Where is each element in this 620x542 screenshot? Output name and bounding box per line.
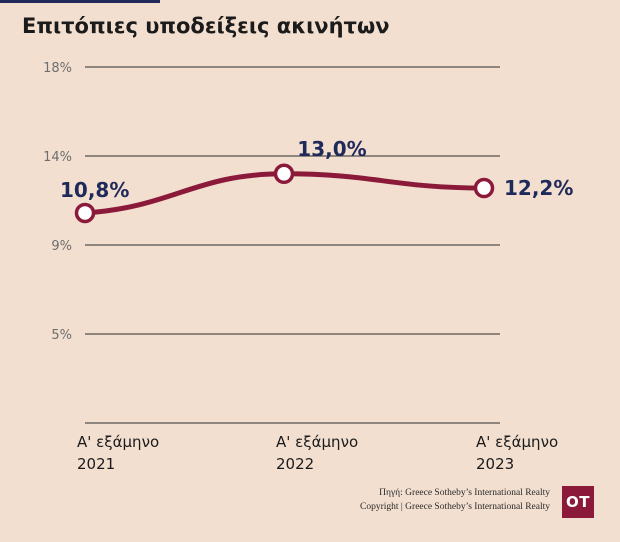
accent-bar <box>0 0 160 3</box>
chart-title: Επιτόπιες υποδείξεις ακινήτων <box>22 14 390 38</box>
x-tick-label: 2021 <box>77 455 115 473</box>
x-tick-label: Α' εξάμηνο <box>77 433 159 451</box>
copyright-text: Copyright | Greece Sotheby’s Internation… <box>359 502 550 512</box>
data-point <box>473 177 495 199</box>
y-tick-label: 14% <box>43 150 72 165</box>
ot-logo: OT <box>562 486 594 518</box>
source-text: Πηγή: Greece Sotheby’s International Rea… <box>379 488 550 498</box>
data-label: 12,2% <box>504 176 573 200</box>
data-label: 10,8% <box>60 178 129 202</box>
data-point <box>74 202 96 224</box>
x-tick-label: Α' εξάμηνο <box>276 433 358 451</box>
x-tick-label: 2022 <box>276 455 314 473</box>
footer: Πηγή: Greece Sotheby’s International Rea… <box>360 486 550 514</box>
data-label: 13,0% <box>297 137 366 161</box>
y-tick-label: 9% <box>51 239 72 254</box>
x-tick-label: Α' εξάμηνο <box>476 433 558 451</box>
y-tick-label: 18% <box>43 61 72 76</box>
x-tick-label: 2023 <box>476 455 514 473</box>
y-tick-label: 5% <box>51 328 72 343</box>
data-point <box>273 163 295 185</box>
